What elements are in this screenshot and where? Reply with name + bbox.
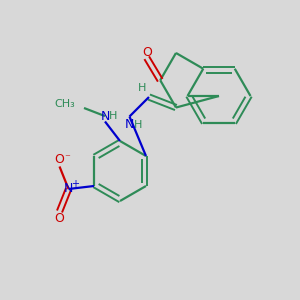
Text: N: N [64,182,73,196]
Text: +: + [71,178,79,189]
Text: O: O [55,153,64,167]
Text: O: O [142,46,152,59]
Text: CH₃: CH₃ [54,99,75,110]
Text: ⁻: ⁻ [64,153,70,163]
Text: H: H [138,83,147,93]
Text: H: H [109,111,118,121]
Text: N: N [125,118,134,131]
Text: N: N [100,110,110,123]
Text: O: O [55,212,64,225]
Text: H: H [134,120,143,130]
